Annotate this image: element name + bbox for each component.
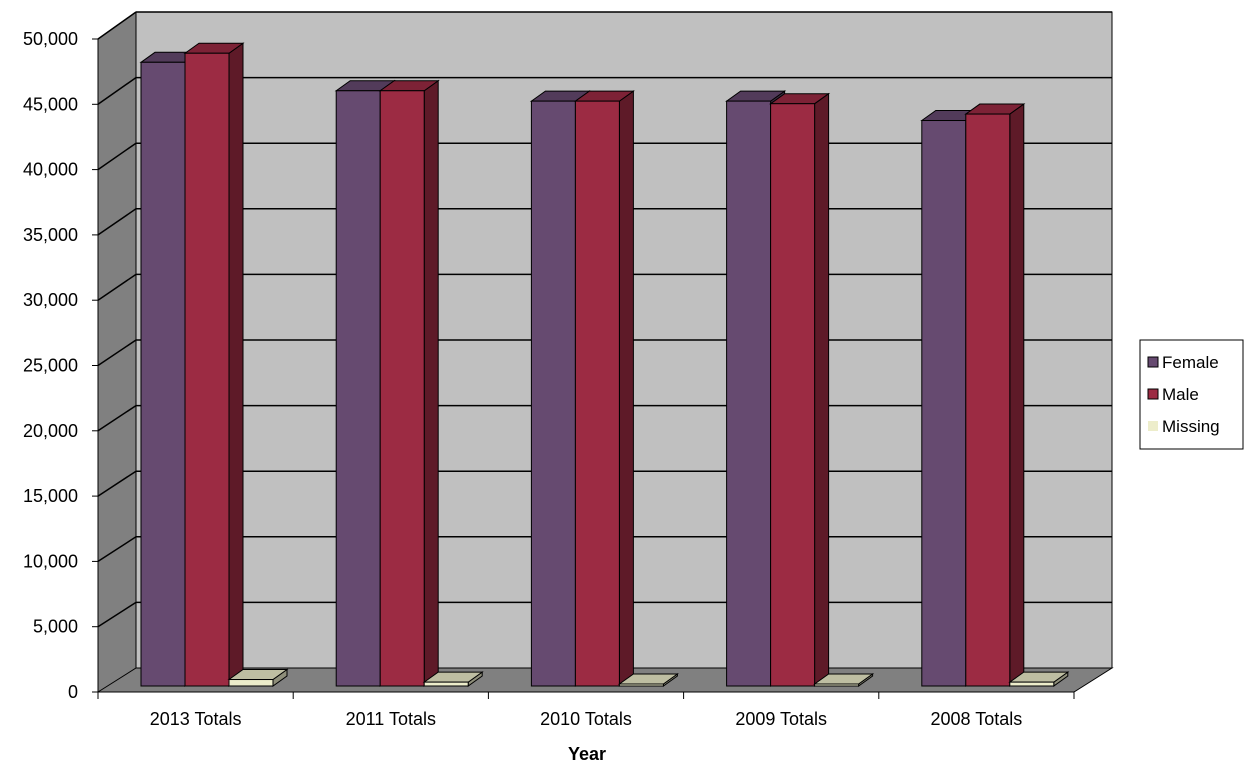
- legend-swatch-female: [1147, 356, 1159, 368]
- y-tick-label: 35,000: [23, 225, 78, 245]
- bar-male: [183, 42, 245, 687]
- legend-label-female: Female: [1162, 353, 1219, 372]
- bar-missing: [813, 673, 875, 687]
- bar-side: [228, 42, 244, 687]
- legend-label-male: Male: [1162, 385, 1199, 404]
- y-tick-label: 10,000: [23, 551, 78, 571]
- bar-front: [814, 683, 860, 687]
- bar-male: [769, 92, 831, 687]
- bar-male: [964, 103, 1026, 687]
- legend-swatch-male: [1147, 388, 1159, 400]
- bar-side: [423, 79, 439, 687]
- y-tick-label: 30,000: [23, 290, 78, 310]
- bar-missing: [1008, 671, 1070, 687]
- bar-front: [921, 120, 967, 687]
- bar-male: [573, 90, 635, 687]
- legend-label-missing: Missing: [1162, 417, 1220, 436]
- gridline-side: [97, 470, 137, 497]
- gridline-side: [97, 404, 137, 432]
- gridline-side: [97, 339, 137, 367]
- bar-side: [618, 90, 634, 687]
- y-tick-label: 50,000: [23, 29, 78, 49]
- y-tick-label: 0: [68, 682, 78, 702]
- bar-side: [1009, 103, 1025, 687]
- gridline-side: [97, 11, 137, 40]
- y-tick-label: 5,000: [33, 617, 78, 637]
- bar-front: [618, 683, 664, 687]
- gridline-side: [97, 601, 137, 628]
- bar-front: [965, 113, 1011, 687]
- bar-front: [140, 61, 186, 687]
- y-tick-label: 15,000: [23, 486, 78, 506]
- y-tick-label: 25,000: [23, 356, 78, 376]
- x-tick-label: 2013 Totals: [150, 709, 242, 729]
- legend: Female Male Missing: [1139, 339, 1244, 450]
- y-tick-label: 20,000: [23, 421, 78, 441]
- x-tick-label: 2009 Totals: [735, 709, 827, 729]
- gridline-side: [97, 208, 137, 236]
- legend-swatch-missing: [1148, 421, 1158, 431]
- y-tick-label: 45,000: [23, 94, 78, 114]
- bar-front: [228, 679, 274, 687]
- bars: [139, 42, 1070, 687]
- y-tick-label: 40,000: [23, 160, 78, 180]
- bar-missing: [617, 673, 679, 687]
- bar-side: [814, 92, 830, 687]
- bar-front: [379, 90, 425, 687]
- bar-front: [423, 681, 469, 687]
- gridline-side: [97, 536, 137, 563]
- bar-male: [378, 79, 440, 687]
- x-tick-label: 2008 Totals: [931, 709, 1023, 729]
- bar-front: [530, 100, 576, 687]
- bar-front: [574, 100, 620, 687]
- x-tick-label: 2010 Totals: [540, 709, 632, 729]
- axes: 0 5,000 10,000 15,000 20,000 25,000 30,000 35,0…: [23, 29, 1075, 729]
- bar-missing: [227, 668, 289, 687]
- gridline-side: [97, 142, 137, 171]
- x-axis-title: Year: [568, 744, 606, 763]
- bar-front: [726, 100, 772, 687]
- bar-front: [770, 103, 816, 687]
- bar-front: [335, 90, 381, 687]
- gridline-side: [97, 76, 137, 105]
- bar-missing: [422, 671, 484, 687]
- x-tick-label: 2011 Totals: [346, 709, 436, 729]
- gridline-side: [97, 273, 137, 301]
- bar-front: [184, 52, 230, 687]
- bar-front: [1009, 681, 1055, 687]
